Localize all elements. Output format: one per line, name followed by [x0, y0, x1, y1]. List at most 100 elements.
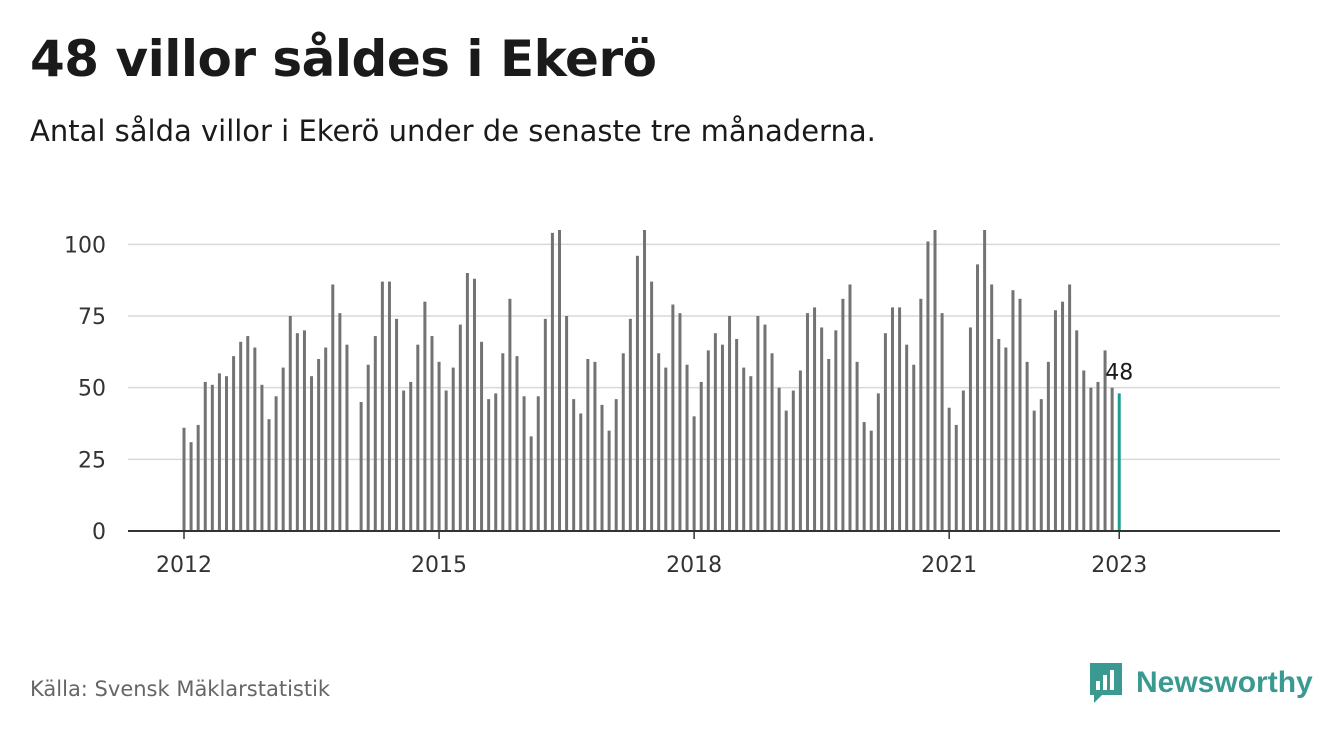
bar [1075, 330, 1079, 531]
bar [210, 384, 214, 531]
bar [515, 356, 519, 531]
bar [203, 381, 207, 531]
bar [798, 370, 802, 531]
bar [423, 301, 427, 531]
bar [997, 338, 1001, 531]
bar [827, 359, 831, 531]
bar [586, 359, 590, 531]
y-tick-label: 25 [78, 448, 106, 473]
bar [1018, 298, 1022, 531]
bar [621, 353, 625, 531]
bar [253, 347, 257, 531]
bar [508, 298, 512, 531]
bar [933, 230, 937, 531]
brand-name: Newsworthy [1136, 666, 1313, 699]
bar [558, 230, 562, 531]
bar [770, 353, 774, 531]
bar [444, 390, 448, 531]
bar [189, 442, 193, 531]
bar [990, 284, 994, 531]
bar [451, 367, 455, 531]
bar [1096, 381, 1100, 531]
bar [1004, 347, 1008, 531]
bar [1061, 301, 1065, 531]
bar [317, 359, 321, 531]
bar [891, 307, 894, 531]
bar [898, 307, 902, 531]
newsworthy-logo-icon [1090, 663, 1122, 703]
bar [728, 316, 732, 531]
bar [232, 356, 236, 531]
bar [274, 396, 278, 531]
x-tick-label: 2012 [156, 553, 212, 578]
bar [869, 430, 873, 531]
bar [784, 410, 788, 531]
bar [940, 313, 944, 531]
bar [926, 241, 930, 531]
bar [522, 396, 526, 531]
bar [239, 341, 243, 531]
bar [572, 399, 576, 531]
bar [706, 350, 710, 531]
bar [834, 330, 838, 531]
bar [430, 336, 434, 531]
bar [742, 367, 746, 531]
bar [458, 324, 462, 531]
x-tick-label: 2023 [1091, 553, 1147, 578]
bar [1103, 350, 1107, 531]
bar [635, 255, 639, 532]
bar [664, 367, 668, 531]
bar [1068, 284, 1072, 531]
bar [791, 390, 795, 531]
bar [331, 284, 335, 531]
bar [1110, 387, 1114, 531]
bar [954, 424, 958, 531]
bar [338, 313, 342, 531]
y-tick-label: 0 [92, 520, 106, 545]
bar [713, 333, 717, 531]
bar [1011, 290, 1015, 531]
y-tick-label: 100 [64, 233, 106, 258]
bar [416, 344, 420, 531]
bar [579, 413, 583, 531]
bar [862, 422, 866, 531]
bar [947, 407, 951, 531]
bar [820, 327, 824, 531]
bar [1046, 361, 1050, 531]
bar [600, 404, 604, 531]
bar [614, 399, 618, 531]
bar [976, 264, 980, 531]
bar [288, 316, 292, 531]
bar [359, 402, 363, 531]
bar [1053, 310, 1057, 531]
bar [310, 376, 314, 531]
x-tick-label: 2018 [666, 553, 722, 578]
bar [395, 318, 399, 531]
bar [805, 313, 809, 531]
bar [912, 364, 916, 531]
bar [543, 318, 547, 531]
bar [678, 313, 682, 531]
bar [246, 336, 250, 531]
bar [919, 298, 923, 531]
bar [345, 344, 349, 531]
bar [550, 232, 554, 531]
bar [536, 396, 540, 531]
bar [260, 384, 264, 531]
bar [671, 304, 675, 531]
source-note: Källa: Svensk Mäklarstatistik [30, 677, 331, 701]
bar [465, 273, 469, 531]
brand-logo[interactable]: Newsworthy [1088, 660, 1313, 706]
bar [225, 376, 229, 531]
bar [905, 344, 909, 531]
bar [409, 381, 413, 531]
bar [182, 427, 186, 531]
x-tick-label: 2021 [921, 553, 977, 578]
bar [1082, 370, 1086, 531]
bar [650, 281, 654, 531]
bar [813, 307, 817, 531]
bar [628, 318, 632, 531]
bar [196, 424, 200, 531]
bar [983, 230, 987, 531]
